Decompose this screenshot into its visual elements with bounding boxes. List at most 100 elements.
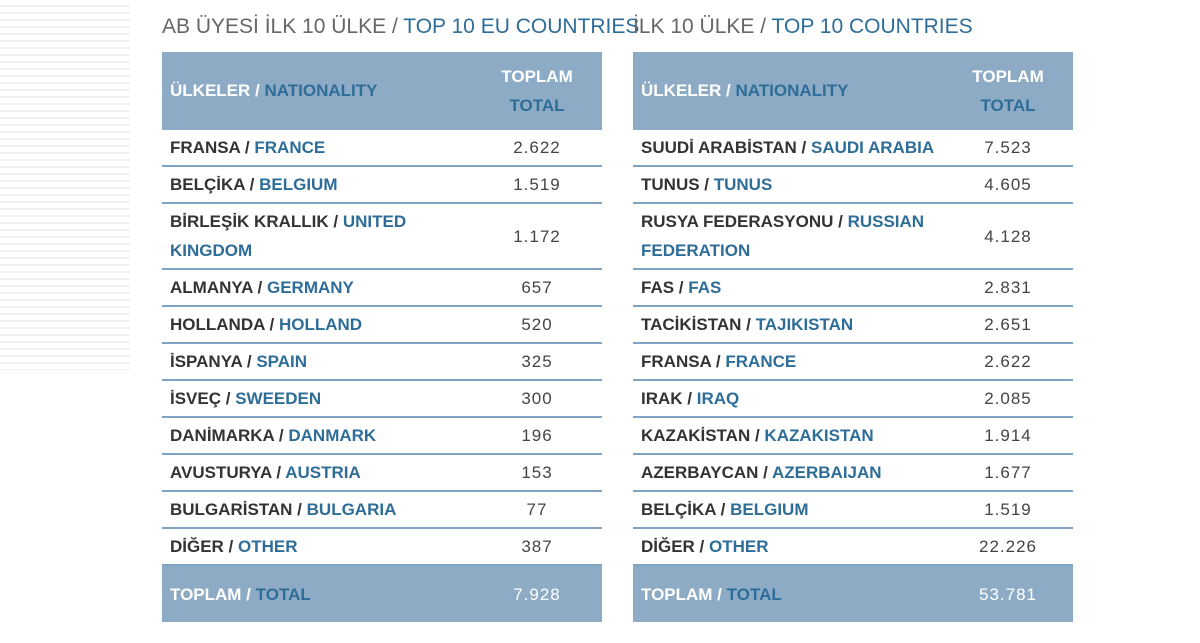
title-tr: AB ÜYESİ İLK 10 ÜLKE / (162, 15, 398, 38)
header-name-tr: ÜLKELER / (641, 81, 731, 100)
country-cell: BELÇİKA / BELGIUM (162, 166, 472, 204)
total-cell: 77 (472, 491, 602, 529)
footer-en: TOTAL (255, 584, 311, 604)
table-row: DİĞER / OTHER 387 (162, 528, 602, 566)
table-row: ALMANYA / GERMANY 657 (162, 269, 602, 307)
header-name: ÜLKELER / NATIONALITY (633, 52, 943, 130)
country-en: KAZAKISTAN (764, 426, 874, 445)
header-total-en: TOTAL (980, 96, 1036, 115)
header-row: ÜLKELER / NATIONALITY TOPLAM TOTAL (633, 52, 1073, 130)
country-tr: TACİKİSTAN / (641, 315, 751, 334)
country-en: AZERBAIJAN (771, 463, 882, 482)
country-en: FRANCE (254, 138, 326, 157)
country-tr: IRAK / (641, 389, 692, 408)
table-title: İLK 10 ÜLKE / TOP 10 COUNTRIES (633, 10, 1073, 44)
country-tr: FAS / (641, 278, 684, 297)
country-cell: TUNUS / TUNUS (633, 166, 943, 204)
total-cell: 1.519 (943, 491, 1073, 529)
footer-row: TOPLAM / TOTAL 53.781 (633, 565, 1073, 622)
header-total-tr: TOPLAM (501, 67, 573, 86)
total-cell: 196 (472, 417, 602, 455)
country-en: SAUDI ARABIA (811, 138, 935, 157)
country-cell: IRAK / IRAQ (633, 380, 943, 418)
country-en: OTHER (238, 537, 298, 556)
total-cell: 7.523 (943, 130, 1073, 167)
country-en: GERMANY (266, 278, 354, 297)
table-row: DANİMARKA / DANMARK 196 (162, 417, 602, 455)
country-cell: DİĞER / OTHER (162, 528, 472, 566)
total-cell: 325 (472, 343, 602, 381)
country-en: SWEEDEN (235, 389, 322, 408)
title-en: TOP 10 COUNTRIES (771, 15, 973, 38)
footer-label: TOPLAM / TOTAL (162, 565, 472, 622)
total-cell: 2.085 (943, 380, 1073, 418)
country-tr: RUSYA FEDERASYONU / (641, 212, 843, 231)
header-name-en: NATIONALITY (735, 81, 849, 100)
footer-tr: TOPLAM / (641, 584, 722, 604)
footer-total: 53.781 (943, 565, 1073, 622)
country-tr: DİĞER / (641, 537, 705, 556)
header-total-tr: TOPLAM (972, 67, 1044, 86)
table-row: BELÇİKA / BELGIUM 1.519 (162, 166, 602, 204)
country-en: RUSSIAN FEDERATION (641, 212, 925, 260)
table-row: İSVEÇ / SWEEDEN 300 (162, 380, 602, 418)
total-cell: 657 (472, 269, 602, 307)
table-row: SUUDİ ARABİSTAN / SAUDI ARABIA 7.523 (633, 130, 1073, 167)
country-en: BELGIUM (259, 175, 338, 194)
country-tr: KAZAKİSTAN / (641, 426, 760, 445)
country-tr: BULGARİSTAN / (170, 500, 302, 519)
country-en: AUSTRIA (285, 463, 361, 482)
total-cell: 1.519 (472, 166, 602, 204)
total-cell: 2.831 (943, 269, 1073, 307)
header-row: ÜLKELER / NATIONALITY TOPLAM TOTAL (162, 52, 602, 130)
country-tr: BELÇİKA / (641, 500, 726, 519)
country-cell: BİRLEŞİK KRALLIK / UNITED KINGDOM (162, 203, 472, 270)
table-row: RUSYA FEDERASYONU / RUSSIAN FEDERATION 4.… (633, 203, 1073, 270)
table-row: AVUSTURYA / AUSTRIA 153 (162, 454, 602, 492)
country-tr: HOLLANDA / (170, 315, 275, 334)
total-cell: 1.914 (943, 417, 1073, 455)
header-total: TOPLAM TOTAL (943, 52, 1073, 130)
total-cell: 1.172 (472, 203, 602, 270)
title-en: TOP 10 EU COUNTRIES (403, 15, 640, 38)
footer-row: TOPLAM / TOTAL 7.928 (162, 565, 602, 622)
country-cell: KAZAKİSTAN / KAZAKISTAN (633, 417, 943, 455)
country-en: TUNUS (713, 175, 773, 194)
footer-en: TOTAL (726, 584, 782, 604)
total-cell: 153 (472, 454, 602, 492)
total-cell: 22.226 (943, 528, 1073, 566)
title-tr: İLK 10 ÜLKE / (633, 15, 767, 38)
country-cell: BELÇİKA / BELGIUM (633, 491, 943, 529)
country-tr: İSPANYA / (170, 352, 252, 371)
country-cell: BULGARİSTAN / BULGARIA (162, 491, 472, 529)
total-cell: 2.651 (943, 306, 1073, 344)
footer-label: TOPLAM / TOTAL (633, 565, 943, 622)
country-en: DANMARK (288, 426, 377, 445)
header-name: ÜLKELER / NATIONALITY (162, 52, 472, 130)
total-cell: 1.677 (943, 454, 1073, 492)
footer-tr: TOPLAM / (170, 584, 251, 604)
country-en: OTHER (709, 537, 769, 556)
country-en: IRAQ (696, 389, 740, 408)
country-en: UNITED KINGDOM (170, 212, 407, 260)
country-en: FRANCE (725, 352, 797, 371)
table-row: FRANSA / FRANCE 2.622 (162, 130, 602, 167)
country-tr: BELÇİKA / (170, 175, 255, 194)
table-row: FAS / FAS 2.831 (633, 269, 1073, 307)
table-row: BİRLEŞİK KRALLIK / UNITED KINGDOM 1.172 (162, 203, 602, 270)
table-block: AB ÜYESİ İLK 10 ÜLKE / TOP 10 EU COUNTRI… (162, 10, 639, 622)
country-tr: DANİMARKA / (170, 426, 284, 445)
header-name-en: NATIONALITY (264, 81, 378, 100)
footer-total: 7.928 (472, 565, 602, 622)
table-row: KAZAKİSTAN / KAZAKISTAN 1.914 (633, 417, 1073, 455)
table-row: AZERBAYCAN / AZERBAIJAN 1.677 (633, 454, 1073, 492)
country-cell: HOLLANDA / HOLLAND (162, 306, 472, 344)
country-cell: FAS / FAS (633, 269, 943, 307)
table-row: İSPANYA / SPAIN 325 (162, 343, 602, 381)
country-cell: FRANSA / FRANCE (633, 343, 943, 381)
header-total-en: TOTAL (509, 96, 565, 115)
table-row: BULGARİSTAN / BULGARIA 77 (162, 491, 602, 529)
table-row: BELÇİKA / BELGIUM 1.519 (633, 491, 1073, 529)
country-cell: RUSYA FEDERASYONU / RUSSIAN FEDERATION (633, 203, 943, 270)
country-tr: FRANSA / (170, 138, 250, 157)
